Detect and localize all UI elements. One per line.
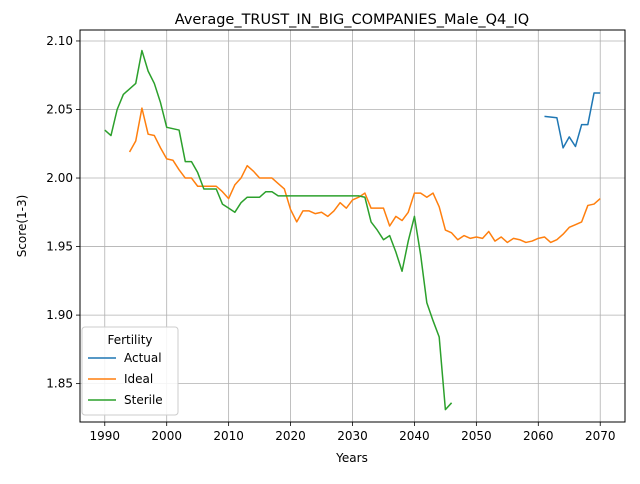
chart-title: Average_TRUST_IN_BIG_COMPANIES_Male_Q4_I… bbox=[175, 12, 529, 28]
x-axis: 1990 2000 2010 2020 2030 2040 2050 2060 2070 bbox=[89, 422, 616, 443]
x-tick-label: 2020 bbox=[275, 429, 306, 443]
series-line-actual bbox=[544, 92, 601, 149]
grid bbox=[80, 30, 625, 422]
y-axis-label: Score(1-3) bbox=[15, 195, 29, 258]
x-tick-label: 2030 bbox=[337, 429, 368, 443]
x-tick-label: 2060 bbox=[523, 429, 554, 443]
legend: Fertility Actual Ideal Sterile bbox=[81, 326, 179, 416]
legend-title: Fertility bbox=[107, 333, 152, 347]
x-tick-label: 2040 bbox=[399, 429, 430, 443]
y-tick-label: 2.10 bbox=[46, 34, 73, 48]
x-tick-label: 2070 bbox=[585, 429, 616, 443]
legend-label-actual: Actual bbox=[124, 351, 162, 365]
x-tick-label: 2050 bbox=[461, 429, 492, 443]
y-tick-label: 1.85 bbox=[46, 377, 73, 391]
series-lines bbox=[104, 49, 601, 411]
y-tick-label: 2.00 bbox=[46, 171, 73, 185]
legend-box bbox=[81, 326, 179, 416]
y-axis: 1.85 1.90 1.95 2.00 2.05 2.10 bbox=[46, 34, 80, 391]
x-tick-label: 2010 bbox=[213, 429, 244, 443]
y-tick-label: 1.95 bbox=[46, 240, 73, 254]
series-line-ideal bbox=[128, 107, 601, 244]
series-line-sterile bbox=[104, 49, 453, 411]
legend-label-ideal: Ideal bbox=[124, 372, 153, 386]
y-tick-label: 2.05 bbox=[46, 102, 73, 116]
legend-label-sterile: Sterile bbox=[124, 393, 163, 407]
y-tick-label: 1.90 bbox=[46, 308, 73, 322]
x-axis-label: Years bbox=[335, 451, 368, 465]
x-tick-label: 2000 bbox=[151, 429, 182, 443]
x-tick-label: 1990 bbox=[89, 429, 120, 443]
